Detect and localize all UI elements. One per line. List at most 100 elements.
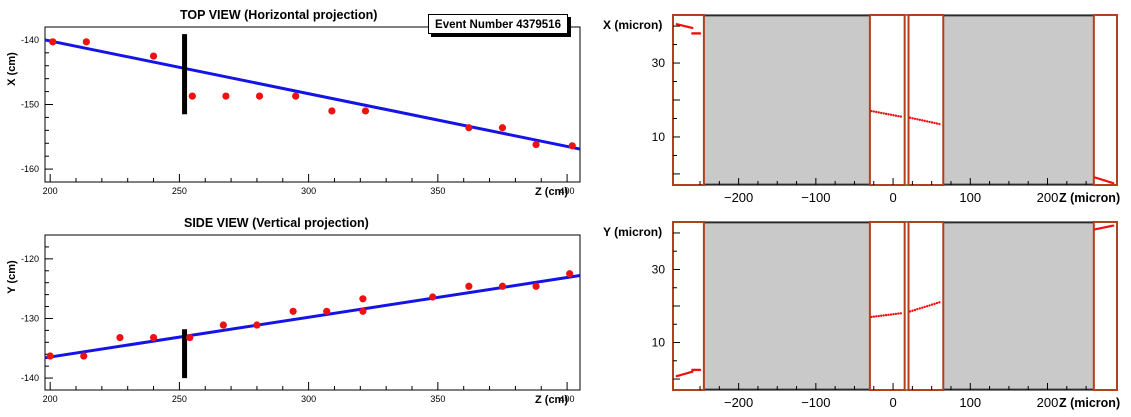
side-view-data-point	[80, 352, 88, 360]
y-micron-hit-point	[933, 302, 936, 306]
side-view-y-axis-label: Y (cm)	[6, 260, 18, 294]
y-micron-shaded-region	[703, 222, 871, 390]
side-view-data-point	[219, 321, 227, 329]
side-view-x-tick-label: 300	[301, 394, 316, 404]
side-view-data-point	[46, 352, 54, 360]
x-micron-y-tick-label: 30	[652, 56, 666, 70]
side-view-data-point	[186, 333, 194, 342]
x-micron-hit-point	[875, 110, 878, 114]
side-view-plot-frame	[44, 234, 581, 391]
side-view-data-point	[465, 282, 473, 290]
side-view-data-point	[323, 307, 331, 315]
y-micron-hit-point	[1111, 224, 1115, 227]
x-micron-hit-point	[925, 120, 929, 123]
y-micron-hit-point	[921, 306, 924, 309]
y-micron-hit-point	[908, 310, 912, 313]
side-view-y-tick-label: -120	[21, 254, 39, 264]
y-micron-x-tick-label: 100	[959, 395, 981, 410]
y-micron-hit-point	[938, 301, 941, 304]
x-micron-hit-point	[908, 116, 912, 119]
y-micron-x-tick-label: 0	[889, 395, 896, 410]
x-micron-hit-point	[897, 114, 900, 118]
x-micron-hit-point	[911, 117, 914, 120]
top-view-data-point	[532, 140, 540, 149]
top-view-data-point	[82, 38, 90, 46]
top-view-x-tick-label: 350	[430, 186, 445, 196]
top-view-data-point	[49, 38, 57, 46]
x-micron-hit-point	[923, 119, 926, 123]
side-view-data-point	[498, 282, 507, 290]
x-micron-hit-point	[928, 120, 931, 124]
x-micron-sensor-box	[868, 14, 906, 186]
x-micron-shaded-region	[942, 15, 1095, 185]
side-view-data-point	[359, 307, 367, 315]
x-micron-hit-point	[894, 114, 898, 117]
x-micron-hit-point	[899, 115, 902, 118]
x-micron-hit-point	[930, 121, 934, 124]
x-micron-hit-point	[918, 118, 922, 122]
x-micron-hit-point	[889, 113, 893, 116]
side-view-x-tick-label: 350	[430, 394, 445, 404]
y-micron-sensor-box	[868, 221, 906, 391]
x-micron-x-axis-label: Z (micron)	[1059, 191, 1120, 205]
y-micron-x-tick-label: 200	[1037, 395, 1059, 410]
y-micron-hit-point	[913, 308, 917, 312]
top-view-data-point	[361, 107, 370, 115]
side-view-x-tick-label: 200	[43, 394, 58, 404]
y-micron-hit-point	[875, 315, 878, 318]
x-micron-hit-point	[892, 114, 895, 117]
x-micron-x-tick-label: −200	[724, 190, 753, 205]
x-micron-hit-point	[691, 26, 694, 30]
side-view-y-tick-label: -130	[21, 313, 39, 323]
x-micron-sensor-box	[907, 14, 945, 186]
y-micron-y-tick-label: 10	[652, 336, 666, 350]
x-micron-hit-point	[938, 122, 941, 126]
top-view-y-axis-label: X (cm)	[6, 52, 18, 86]
side-view-data-point	[149, 333, 158, 342]
x-micron-hit-point	[698, 32, 702, 35]
y-micron-x-axis-label: Z (micron)	[1059, 396, 1120, 410]
y-micron-hit-point	[894, 312, 898, 316]
y-micron-sensor-box	[1092, 221, 1119, 391]
side-view-data-point	[566, 270, 574, 278]
side-view-data-point	[253, 321, 261, 329]
y-micron-hit-point	[884, 313, 888, 317]
side-view-data-point	[116, 333, 124, 342]
top-view-plot-frame	[44, 26, 581, 183]
y-micron-hit-point	[925, 304, 929, 308]
y-micron-hit-point	[930, 303, 934, 306]
y-micron-hit-point	[877, 314, 880, 318]
x-micron-sensor-box	[1092, 14, 1119, 186]
y-micron-hit-point	[691, 370, 694, 373]
top-view-data-point	[222, 92, 230, 100]
x-micron-hit-point	[882, 112, 885, 115]
top-view-data-point	[255, 92, 264, 100]
side-view-data-point	[289, 307, 297, 315]
x-micron-x-tick-label: 0	[889, 190, 896, 205]
y-micron-hit-point	[870, 315, 873, 319]
side-view-x-tick-label: 400	[560, 394, 575, 404]
top-view-x-tick-label: 300	[301, 186, 316, 196]
y-micron-y-axis-label: Y (micron)	[603, 225, 662, 239]
y-micron-hit-point	[935, 301, 939, 305]
top-view-data-point	[465, 124, 473, 132]
x-micron-hit-point	[1111, 181, 1115, 185]
top-view-x-tick-label: 200	[43, 186, 58, 196]
top-view-data-point	[568, 142, 576, 150]
top-view-data-point	[498, 124, 507, 132]
y-micron-shaded-region	[942, 222, 1095, 390]
y-micron-hit-point	[892, 313, 895, 316]
x-micron-hit-point	[916, 118, 919, 121]
y-micron-hit-point	[698, 368, 702, 372]
side-view-x-axis-label: Z (cm)	[535, 394, 568, 406]
y-micron-hit-point	[889, 313, 893, 316]
top-view-x-tick-label: 400	[560, 186, 575, 196]
y-micron-hit-point	[882, 314, 885, 317]
top-view-fit-line	[44, 38, 581, 151]
y-micron-hit-point	[918, 307, 922, 310]
x-micron-y-axis-label: X (micron)	[603, 18, 662, 32]
side-view-data-point	[359, 295, 367, 303]
y-micron-hit-point	[880, 314, 883, 317]
y-micron-x-tick-label: −200	[724, 395, 753, 410]
